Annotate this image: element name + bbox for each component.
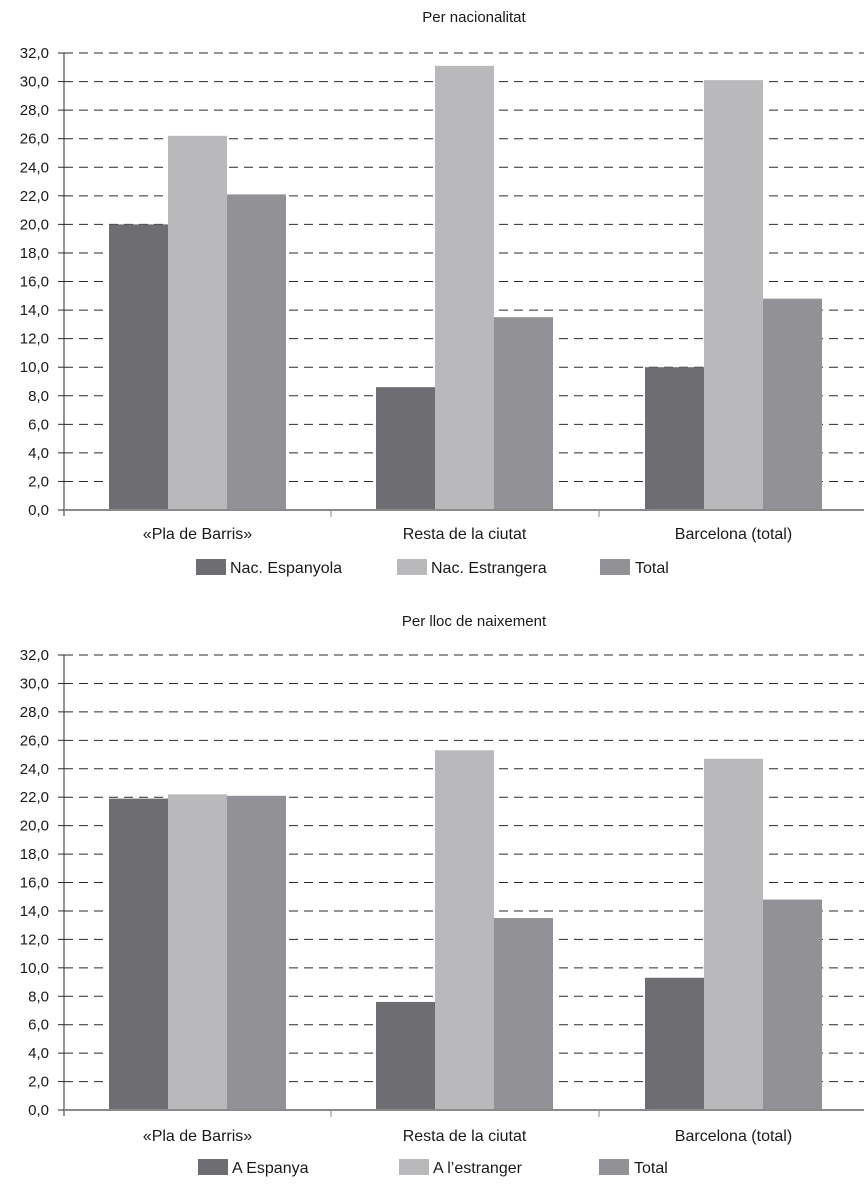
chart-title: Per lloc de naixement (402, 613, 547, 630)
x-category-label: Barcelona (total) (675, 1128, 792, 1145)
x-category-label: Resta de la ciutat (403, 526, 527, 543)
y-tick-label: 30,0 (20, 675, 49, 692)
y-tick-label: 18,0 (20, 245, 49, 262)
y-tick-label: 28,0 (20, 704, 49, 721)
y-tick-label: 6,0 (28, 1017, 49, 1034)
y-tick-label: 16,0 (20, 274, 49, 291)
chart-per-lloc-de-naixement: Per lloc de naixement 0,0 2,0 4,0 6,0 8,0 10,… (20, 613, 864, 1177)
axes (63, 655, 864, 1117)
y-tick-label: 32,0 (20, 647, 49, 664)
y-tick-label: 28,0 (20, 102, 49, 119)
bar-a-espanya-0 (109, 798, 168, 1110)
x-category-label: Barcelona (total) (675, 526, 792, 543)
x-axis-categories: «Pla de Barris» Resta de la ciutat Barcelo… (143, 526, 792, 543)
bar-nac-espanyola-2 (645, 367, 704, 510)
bar-a-espanya-2 (645, 977, 704, 1110)
legend-swatch (399, 1159, 429, 1175)
bar-a-espanya-1 (376, 1001, 435, 1110)
y-tick-label: 8,0 (28, 988, 49, 1005)
legend-label: Total (634, 1160, 668, 1177)
legend-swatch (196, 559, 226, 575)
x-axis-categories: «Pla de Barris» Resta de la ciutat Barcelo… (143, 1128, 792, 1145)
bar-total-1 (494, 918, 553, 1110)
y-tick-label: 10,0 (20, 359, 49, 376)
y-tick-label: 32,0 (20, 45, 49, 62)
legend-label: A l’estranger (433, 1160, 523, 1177)
y-tick-label: 10,0 (20, 960, 49, 977)
y-tick-label: 20,0 (20, 818, 49, 835)
legend: Nac. Espanyola Nac. Estrangera Total (196, 559, 669, 577)
bar-nac-espanyola-0 (109, 224, 168, 510)
bar-a-l-estranger-0 (168, 794, 227, 1110)
x-category-label: «Pla de Barris» (143, 526, 252, 543)
legend-swatch (198, 1159, 228, 1175)
bar-nac-estrangera-2 (704, 80, 763, 511)
x-category-label: Resta de la ciutat (403, 1128, 527, 1145)
bar-total-1 (494, 317, 553, 510)
legend-label: A Espanya (232, 1160, 309, 1177)
legend-swatch (600, 559, 630, 575)
y-tick-label: 0,0 (28, 502, 49, 519)
y-axis-ticks: 0,0 2,0 4,0 6,0 8,0 10,0 12,0 14,0 16,0 18,0 20,0 2… (20, 45, 64, 519)
bar-a-l-estranger-2 (704, 758, 763, 1110)
y-tick-label: 14,0 (20, 302, 49, 319)
bar-total-0 (227, 795, 286, 1110)
y-tick-label: 24,0 (20, 159, 49, 176)
y-tick-label: 20,0 (20, 216, 49, 233)
bar-nac-estrangera-0 (168, 135, 227, 511)
y-axis-ticks: 0,0 2,0 4,0 6,0 8,0 10,0 12,0 14,0 16,0 18,0 20,0 2… (20, 647, 64, 1119)
y-tick-label: 24,0 (20, 761, 49, 778)
y-tick-label: 8,0 (28, 388, 49, 405)
y-tick-label: 22,0 (20, 789, 49, 806)
bar-nac-espanyola-1 (376, 387, 435, 510)
y-tick-label: 22,0 (20, 188, 49, 205)
legend: A Espanya A l’estranger Total (198, 1159, 668, 1177)
y-tick-label: 18,0 (20, 846, 49, 863)
y-tick-label: 14,0 (20, 903, 49, 920)
legend-label: Nac. Estrangera (431, 560, 547, 577)
y-tick-label: 26,0 (20, 732, 49, 749)
y-tick-label: 2,0 (28, 473, 49, 490)
legend-swatch (397, 559, 427, 575)
legend-label: Nac. Espanyola (230, 560, 342, 577)
bar-nac-estrangera-1 (435, 65, 494, 511)
legend-label: Total (635, 560, 669, 577)
y-tick-label: 26,0 (20, 131, 49, 148)
y-tick-label: 30,0 (20, 74, 49, 91)
x-category-label: «Pla de Barris» (143, 1128, 252, 1145)
axes (63, 53, 864, 517)
y-tick-label: 2,0 (28, 1074, 49, 1091)
y-tick-label: 4,0 (28, 445, 49, 462)
bar-total-0 (227, 194, 286, 510)
bar-total-2 (763, 298, 822, 510)
chart-title: Per nacionalitat (422, 9, 526, 26)
y-tick-label: 0,0 (28, 1102, 49, 1119)
legend-swatch (599, 1159, 629, 1175)
bar-a-l-estranger-1 (435, 750, 494, 1110)
y-tick-label: 4,0 (28, 1045, 49, 1062)
y-tick-label: 6,0 (28, 416, 49, 433)
y-tick-label: 12,0 (20, 331, 49, 348)
y-tick-label: 16,0 (20, 875, 49, 892)
chart-per-nacionalitat: Per nacionalitat 0,0 2,0 4,0 6,0 8,0 10,0 12,0… (20, 9, 864, 577)
bars (109, 65, 822, 511)
y-tick-label: 12,0 (20, 931, 49, 948)
bars (109, 750, 822, 1110)
bar-total-2 (763, 899, 822, 1110)
